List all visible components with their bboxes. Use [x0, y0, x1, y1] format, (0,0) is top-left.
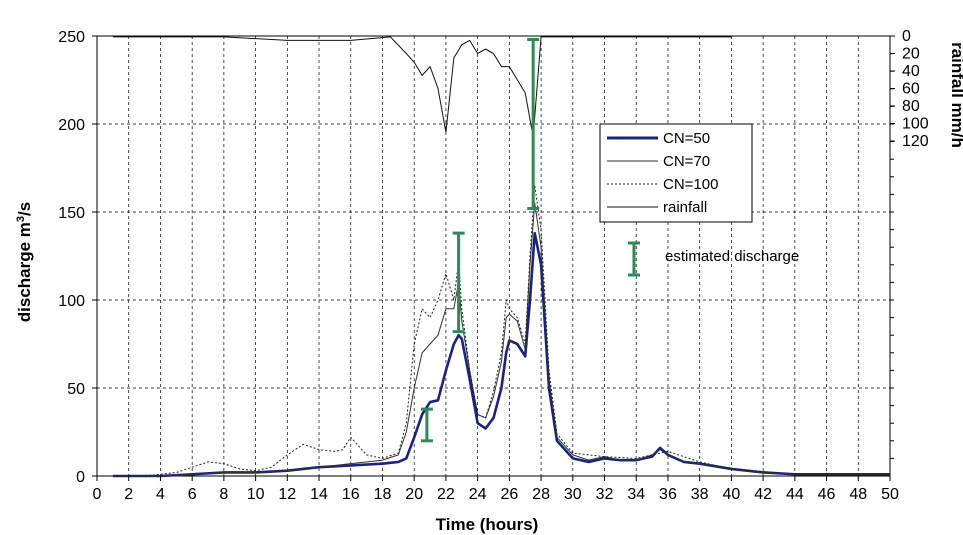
x-tick-label: 10 [247, 486, 265, 503]
legend-label-cn100: CN=100 [663, 176, 718, 193]
x-tick-label: 50 [881, 486, 899, 503]
estimated-discharge-layer [420, 38, 540, 443]
legend-label-cn70: CN=70 [663, 153, 710, 170]
legend-estimated-discharge: estimated discharge [628, 241, 799, 277]
x-tick-label: 34 [627, 486, 645, 503]
x-tick-label: 48 [849, 486, 867, 503]
x-axis-ticks: 0 2 4 6 8 10 12 14 16 18 20 22 24 26 28 30 32 34 36 38 40 42 4… [93, 476, 899, 503]
legend-label-rainfall: rainfall [663, 199, 707, 216]
x-axis-title: Time (hours) [436, 515, 539, 534]
legend-box [599, 123, 753, 223]
legend-label-cn50: CN=50 [663, 130, 710, 147]
y-tick-label: 100 [58, 293, 85, 310]
series-layer [112, 36, 890, 478]
grid [97, 36, 890, 476]
x-tick-label: 32 [596, 486, 614, 503]
x-tick-label: 16 [342, 486, 360, 503]
x-tick-label: 24 [469, 486, 487, 503]
x-tick-label: 28 [532, 486, 550, 503]
x-tick-label: 0 [93, 486, 102, 503]
x-tick-label: 2 [124, 486, 133, 503]
x-tick-label: 6 [188, 486, 197, 503]
x-tick-label: 12 [278, 486, 296, 503]
x-tick-label: 18 [374, 486, 392, 503]
y2-tick-label: 20 [902, 46, 920, 63]
x-tick-label: 14 [310, 486, 328, 503]
x-tick-label: 22 [437, 486, 455, 503]
x-tick-label: 40 [723, 486, 741, 503]
y2-tick-label: 80 [902, 98, 920, 115]
y-tick-label: 0 [76, 469, 85, 486]
y2-axis-title: rainfall mm/h [948, 42, 963, 148]
x-tick-label: 44 [786, 486, 804, 503]
series-line-cn-50 [112, 231, 890, 478]
y-tick-label: 150 [58, 205, 85, 222]
x-tick-label: 20 [405, 486, 423, 503]
y-axis-title: discharge m3/s [15, 202, 34, 322]
y2-tick-label: 0 [902, 28, 911, 45]
series-line-cn-70 [112, 202, 890, 477]
y-axis-ticks: 0 50 100 150 200 250 [58, 29, 97, 486]
x-tick-label: 8 [219, 486, 228, 503]
x-tick-label: 26 [500, 486, 518, 503]
y2-tick-label: 40 [902, 63, 920, 80]
y2-tick-label: 100 [902, 116, 929, 133]
x-tick-label: 42 [754, 486, 772, 503]
plot-frame [96, 35, 891, 477]
x-tick-label: 4 [156, 486, 165, 503]
series-line-cn-100 [112, 185, 890, 477]
legend-label-estimated-discharge: estimated discharge [665, 248, 799, 265]
y2-tick-label: 120 [902, 133, 929, 150]
y-tick-label: 200 [58, 117, 85, 134]
x-tick-label: 30 [564, 486, 582, 503]
y2-tick-label: 60 [902, 81, 920, 98]
legend: CN=50 CN=70 CN=100 rainfall [599, 123, 753, 223]
y-tick-label: 50 [67, 381, 85, 398]
x-tick-label: 46 [818, 486, 836, 503]
series-line-rainfall [112, 36, 732, 137]
y-tick-label: 250 [58, 29, 85, 46]
x-tick-label: 38 [691, 486, 709, 503]
x-tick-label: 36 [659, 486, 677, 503]
